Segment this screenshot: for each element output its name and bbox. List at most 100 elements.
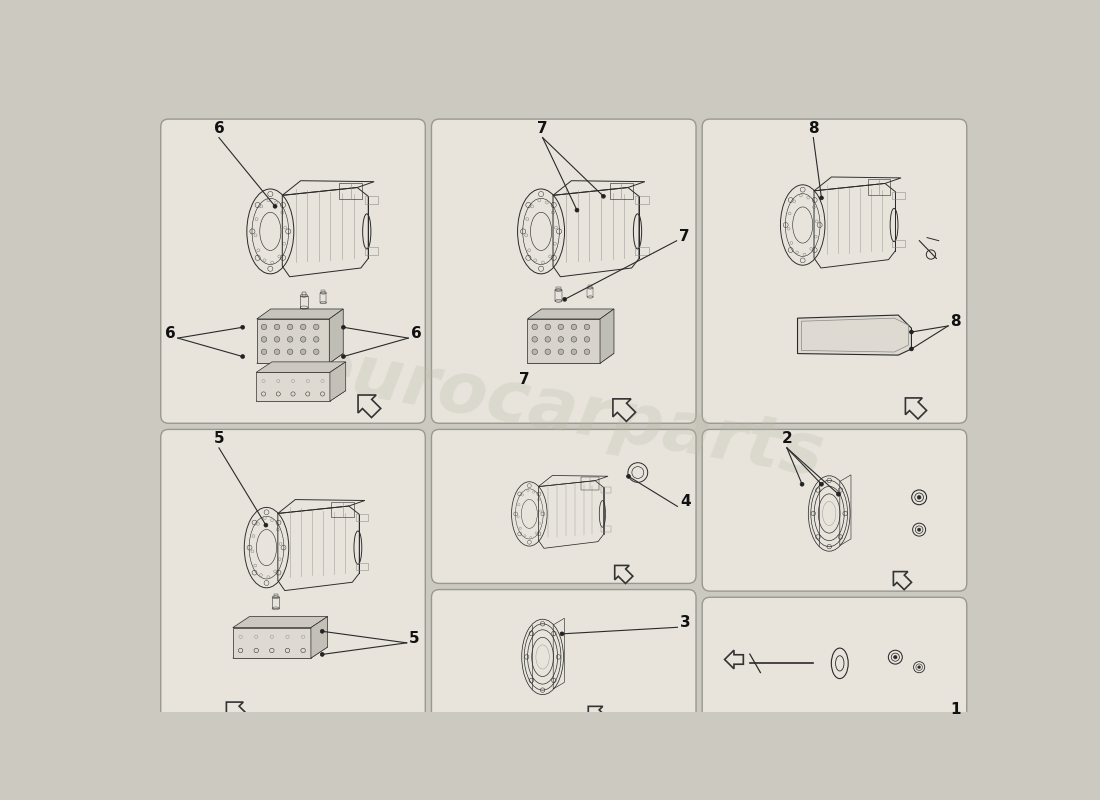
Circle shape bbox=[571, 337, 576, 342]
Bar bbox=[272, 598, 279, 609]
Polygon shape bbox=[233, 628, 311, 658]
Bar bbox=[557, 287, 561, 290]
Bar bbox=[587, 288, 593, 297]
FancyBboxPatch shape bbox=[431, 119, 696, 423]
FancyBboxPatch shape bbox=[702, 119, 967, 423]
Circle shape bbox=[314, 349, 319, 354]
Polygon shape bbox=[256, 372, 330, 401]
Circle shape bbox=[558, 337, 563, 342]
Text: 8: 8 bbox=[808, 121, 818, 136]
Bar bbox=[556, 290, 562, 301]
Circle shape bbox=[563, 298, 566, 302]
Circle shape bbox=[584, 349, 590, 354]
Bar bbox=[364, 247, 377, 255]
Polygon shape bbox=[600, 309, 614, 363]
Bar bbox=[601, 487, 610, 493]
Bar bbox=[581, 478, 600, 490]
Circle shape bbox=[264, 523, 267, 527]
Circle shape bbox=[274, 324, 279, 330]
Circle shape bbox=[544, 337, 551, 342]
Circle shape bbox=[241, 326, 244, 329]
Circle shape bbox=[575, 208, 579, 212]
Circle shape bbox=[320, 653, 324, 656]
Text: 7: 7 bbox=[537, 121, 548, 136]
Circle shape bbox=[261, 349, 267, 354]
Circle shape bbox=[820, 196, 824, 200]
Circle shape bbox=[274, 337, 279, 342]
Circle shape bbox=[287, 324, 293, 330]
Polygon shape bbox=[330, 362, 345, 401]
Bar bbox=[355, 514, 368, 522]
Bar bbox=[636, 247, 649, 255]
Text: eurocarparts: eurocarparts bbox=[298, 332, 829, 491]
Text: 6: 6 bbox=[213, 121, 224, 136]
Circle shape bbox=[571, 324, 576, 330]
Bar bbox=[868, 179, 890, 194]
Circle shape bbox=[910, 330, 913, 334]
Circle shape bbox=[544, 324, 551, 330]
Polygon shape bbox=[905, 398, 926, 419]
Text: 5: 5 bbox=[213, 431, 224, 446]
Circle shape bbox=[544, 349, 551, 354]
Circle shape bbox=[241, 354, 244, 358]
Polygon shape bbox=[329, 309, 343, 363]
Circle shape bbox=[910, 347, 913, 351]
FancyBboxPatch shape bbox=[161, 119, 426, 423]
Text: 2: 2 bbox=[781, 431, 792, 446]
Text: 8: 8 bbox=[950, 314, 961, 329]
Bar bbox=[300, 296, 308, 307]
Circle shape bbox=[571, 349, 576, 354]
Circle shape bbox=[314, 324, 319, 330]
Polygon shape bbox=[256, 354, 343, 363]
Polygon shape bbox=[256, 390, 345, 401]
Circle shape bbox=[584, 324, 590, 330]
Bar bbox=[339, 183, 362, 199]
Circle shape bbox=[532, 349, 538, 354]
Circle shape bbox=[584, 337, 590, 342]
Bar bbox=[331, 502, 354, 517]
Circle shape bbox=[300, 337, 306, 342]
Circle shape bbox=[532, 337, 538, 342]
Polygon shape bbox=[798, 315, 912, 355]
Circle shape bbox=[560, 632, 564, 636]
FancyBboxPatch shape bbox=[431, 430, 696, 583]
Circle shape bbox=[314, 337, 319, 342]
Bar bbox=[601, 526, 610, 532]
Circle shape bbox=[558, 349, 563, 354]
Text: 6: 6 bbox=[410, 326, 421, 341]
FancyBboxPatch shape bbox=[161, 430, 426, 726]
Polygon shape bbox=[588, 706, 606, 724]
Bar bbox=[355, 563, 368, 570]
FancyBboxPatch shape bbox=[702, 430, 967, 591]
Bar bbox=[321, 290, 326, 293]
Polygon shape bbox=[311, 617, 328, 658]
Circle shape bbox=[917, 528, 921, 531]
FancyBboxPatch shape bbox=[431, 590, 696, 724]
Polygon shape bbox=[528, 354, 614, 363]
Polygon shape bbox=[528, 309, 614, 319]
Circle shape bbox=[917, 495, 921, 499]
Bar bbox=[364, 196, 377, 204]
Circle shape bbox=[261, 324, 267, 330]
Circle shape bbox=[602, 194, 605, 198]
Polygon shape bbox=[256, 309, 343, 319]
Polygon shape bbox=[227, 702, 248, 723]
Text: 6: 6 bbox=[165, 326, 175, 341]
Circle shape bbox=[893, 655, 898, 659]
Polygon shape bbox=[613, 399, 636, 422]
Polygon shape bbox=[256, 319, 329, 363]
Polygon shape bbox=[528, 319, 600, 363]
Text: 1: 1 bbox=[950, 702, 961, 717]
Polygon shape bbox=[358, 395, 381, 418]
Polygon shape bbox=[615, 566, 632, 583]
Circle shape bbox=[341, 354, 345, 358]
Circle shape bbox=[800, 482, 804, 486]
Polygon shape bbox=[233, 647, 328, 658]
Circle shape bbox=[287, 349, 293, 354]
Circle shape bbox=[261, 337, 267, 342]
Text: 7: 7 bbox=[679, 229, 690, 244]
Polygon shape bbox=[893, 572, 912, 590]
Bar bbox=[892, 240, 904, 247]
Bar bbox=[274, 594, 278, 598]
Polygon shape bbox=[233, 617, 328, 628]
